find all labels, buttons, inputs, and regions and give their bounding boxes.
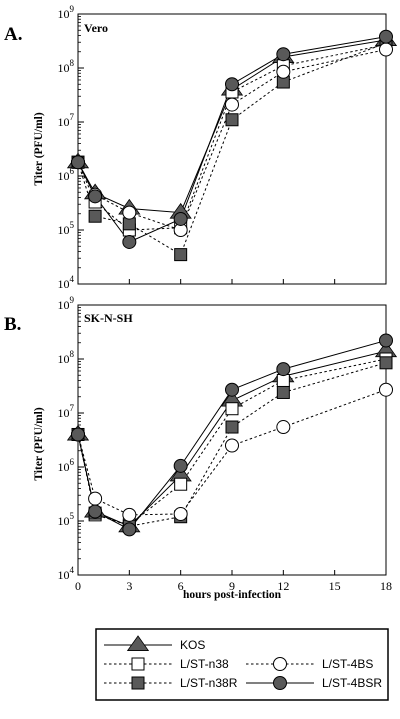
panel-a-point-l-st-4bsr <box>225 77 239 92</box>
panel-a-point-l-st-n38r <box>225 113 239 127</box>
panel-b-x-ticks: 0 3 6 9 12 15 18 <box>75 570 392 593</box>
panel-b-x-tick-label: 9 <box>229 579 235 593</box>
panel-b-y-tick-label: 108 <box>58 349 75 366</box>
panel-a-point-l-st-4bs <box>379 42 393 57</box>
panel-a-series-line-l-st-4bs <box>77 49 387 231</box>
panel-b-point-l-st-4bsr <box>88 504 103 519</box>
panel-a: A. Vero Titer (PFU/ml) 10410510610710810… <box>4 4 398 291</box>
panel-b-y-tick-label: 105 <box>58 511 75 528</box>
legend-items: KOS L/ST-n38 L/ST-n38R L/ST-4BS L/ST-4BSR <box>104 635 382 690</box>
panel-a-point-l-st-n38r <box>88 209 102 223</box>
panel-b-series <box>66 333 398 537</box>
legend-marker-kos <box>126 635 150 651</box>
panel-a-point-l-st-n38r <box>174 248 188 262</box>
panel-b-point-l-st-4bs <box>379 382 393 397</box>
panel-b-point-l-st-4bsr <box>71 427 85 442</box>
panel-b-point-l-st-n38 <box>174 477 188 491</box>
panel-b-point-l-st-4bsr <box>276 362 291 377</box>
panel-b-x-tick-label: 0 <box>75 579 81 593</box>
panel-b-x-tick-label: 12 <box>277 579 289 593</box>
legend-label-kos: KOS <box>180 638 205 652</box>
panel-a-series-line-kos <box>77 39 387 214</box>
legend-marker-l-st-4bs <box>273 657 287 671</box>
panel-a-title: Vero <box>84 21 108 35</box>
panel-b-point-l-st-4bs <box>225 438 239 453</box>
panel-a-point-l-st-4bs <box>122 205 137 220</box>
panel-a-y-tick-label: 105 <box>58 220 75 237</box>
legend-label-l-st-4bsr: L/ST-4BSR <box>322 676 382 690</box>
legend-marker-l-st-4bsr <box>273 676 287 690</box>
panel-a-point-l-st-4bsr <box>276 47 291 62</box>
panel-b-point-l-st-4bsr <box>379 333 393 348</box>
panel-b-point-l-st-4bsr <box>225 382 239 397</box>
panel-b-y-tick-label: 104 <box>58 565 75 582</box>
panel-b-y-axis-title: Titer (PFU/ml) <box>33 407 45 481</box>
panel-b-point-l-st-4bsr <box>173 458 188 473</box>
panel-b: B. SK-N-SH Titer (PFU/ml) 104 105 106 107 10… <box>4 295 398 601</box>
legend-marker-l-st-n38r <box>131 676 145 690</box>
panel-b-point-l-st-4bs <box>173 506 188 521</box>
panel-b-point-l-st-4bs <box>276 420 291 435</box>
panel-a-y-tick-label: 107 <box>58 112 75 129</box>
x-axis-title: hours post-infection <box>183 589 282 601</box>
panel-b-x-tick-label: 15 <box>329 579 341 593</box>
panel-b-letter: B. <box>4 314 21 335</box>
panel-b-point-l-st-4bs <box>88 491 103 506</box>
panel-a-point-l-st-4bsr <box>88 189 103 204</box>
panel-b-point-l-st-n38r <box>379 356 393 370</box>
panel-b-x-tick-label: 18 <box>380 579 392 593</box>
panel-b-point-l-st-n38 <box>276 373 290 387</box>
panel-a-point-l-st-4bsr <box>173 211 188 226</box>
panel-a-point-l-st-4bs <box>225 97 239 112</box>
panel-a-point-l-st-n38r <box>122 217 136 231</box>
panel-a-y-tick-label: 108 <box>58 58 75 75</box>
legend: KOS L/ST-n38 L/ST-n38R L/ST-4BS L/ST-4BSR <box>95 628 389 701</box>
panel-b-point-l-st-4bs <box>122 507 137 522</box>
panel-b-y-tick-label: 106 <box>58 457 75 474</box>
panel-a-x-ticks <box>77 279 387 284</box>
legend-label-l-st-n38: L/ST-n38 <box>180 657 229 671</box>
legend-label-l-st-n38r: L/ST-n38R <box>180 676 238 690</box>
panel-a-point-l-st-4bsr <box>71 155 85 170</box>
panel-b-y-tick-label: 109 <box>58 295 75 312</box>
panel-a-point-l-st-4bsr <box>379 29 393 44</box>
panel-b-point-l-st-4bsr <box>122 522 137 537</box>
legend-marker-l-st-n38 <box>131 657 145 671</box>
panel-b-point-l-st-n38 <box>225 402 239 416</box>
panel-a-y-tick-label: 109 <box>58 4 75 21</box>
panel-b-x-tick-label: 3 <box>126 579 132 593</box>
panel-a-series <box>66 29 398 262</box>
panel-a-point-l-st-4bsr <box>122 234 137 249</box>
legend-label-l-st-4bs: L/ST-4BS <box>322 657 373 671</box>
panel-b-point-l-st-n38r <box>276 385 290 399</box>
panel-b-x-tick-label: 6 <box>178 579 184 593</box>
panel-b-y-tick-label: 107 <box>58 403 75 420</box>
panel-a-series-line-l-st-n38 <box>77 44 387 231</box>
panel-a-point-l-st-4bs <box>276 64 291 79</box>
panel-b-title: SK-N-SH <box>84 311 133 325</box>
panel-a-letter: A. <box>4 24 22 45</box>
panel-a-y-tick-label: 104 <box>58 274 75 291</box>
panel-a-y-axis-title: Titer (PFU/ml) <box>33 112 45 186</box>
panel-b-point-l-st-n38r <box>225 420 239 434</box>
